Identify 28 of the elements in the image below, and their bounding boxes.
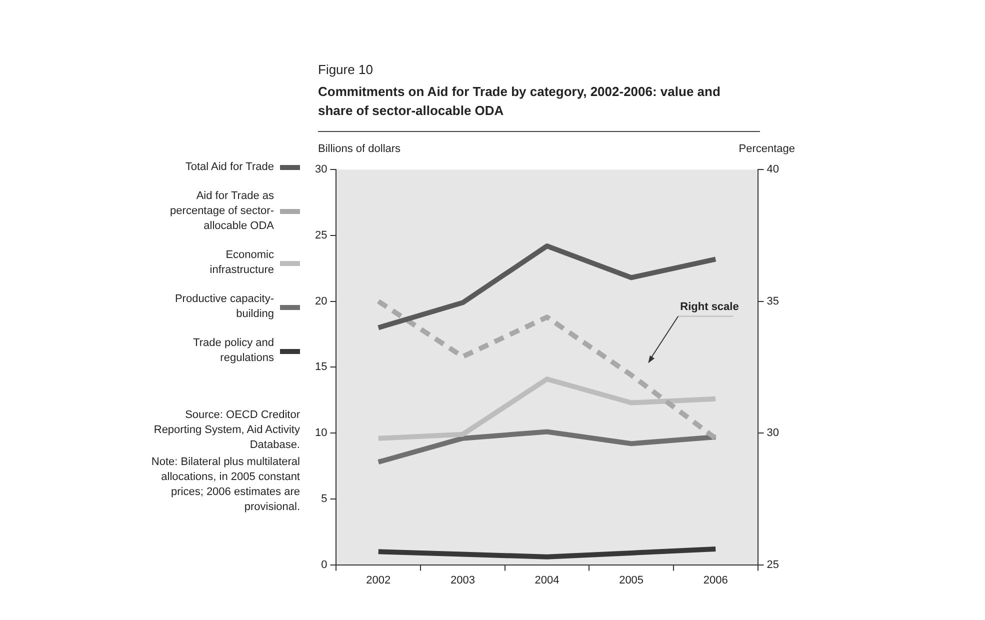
y-tick-label: 20 [314, 295, 328, 308]
legend-label: Aid for Trade as percentage of sector-allocable ODA [169, 189, 274, 234]
legend-label: Total Aid for Trade [185, 160, 274, 175]
y-tick-label: 0 [321, 558, 328, 571]
y-tick-label: 5 [321, 492, 328, 505]
y2-tick-label: 25 [766, 558, 780, 571]
y2-axis-title: Percentage [738, 143, 795, 155]
y-tick-label: 10 [314, 427, 328, 440]
y-axis-title: Billions of dollars [318, 143, 401, 155]
source-note: Source: OECD Creditor Reporting System, Aid Activity Database. [152, 408, 300, 453]
text: Note: Bilateral plus multilateral allocations, in 2005 constant prices; 2006 estimates are provisional. [150, 455, 300, 515]
y-tick-label: 30 [314, 164, 328, 176]
legend-label: Productive capacity-building [174, 292, 274, 322]
y-tick-label: 15 [314, 361, 328, 374]
chart-subtitle: Commitments on Aid for Trade by category, 2002-2006: value and share of sector-allocable ODA [318, 83, 722, 120]
x-tick-label: 2005 [619, 574, 644, 586]
y2-tick-label: 40 [766, 164, 780, 176]
chart-title: Figure 10 [318, 62, 373, 77]
annotation: Right scale [680, 301, 739, 314]
x-tick-label: 2002 [366, 574, 391, 586]
legend-label: Trade policy and regulations [192, 336, 274, 366]
y2-tick-label: 35 [766, 295, 780, 308]
x-tick-label: 2004 [534, 574, 560, 586]
x-tick-label: 2006 [703, 574, 728, 586]
legend-label: Economic infrastructure [208, 248, 274, 278]
y2-tick-label: 30 [766, 427, 780, 440]
y-tick-label: 25 [314, 230, 328, 242]
x-tick-label: 2003 [450, 574, 475, 586]
